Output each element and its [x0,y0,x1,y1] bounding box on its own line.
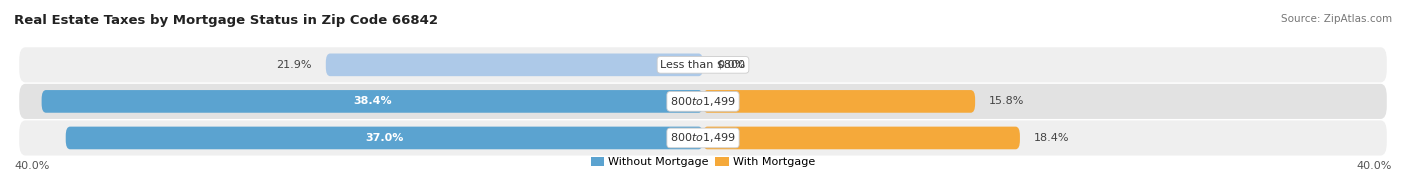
Text: 38.4%: 38.4% [353,96,392,106]
Text: 0.0%: 0.0% [717,60,745,70]
Text: 40.0%: 40.0% [1357,161,1392,171]
FancyBboxPatch shape [703,90,976,113]
Text: 21.9%: 21.9% [277,60,312,70]
Text: Source: ZipAtlas.com: Source: ZipAtlas.com [1281,14,1392,24]
FancyBboxPatch shape [66,127,703,149]
Text: 37.0%: 37.0% [366,133,404,143]
FancyBboxPatch shape [42,90,703,113]
FancyBboxPatch shape [326,53,703,76]
Text: Real Estate Taxes by Mortgage Status in Zip Code 66842: Real Estate Taxes by Mortgage Status in … [14,14,439,27]
FancyBboxPatch shape [20,84,1386,119]
Text: 40.0%: 40.0% [14,161,49,171]
FancyBboxPatch shape [703,127,1019,149]
Text: 18.4%: 18.4% [1033,133,1069,143]
Text: Less than $800: Less than $800 [661,60,745,70]
FancyBboxPatch shape [20,47,1386,82]
Text: $800 to $1,499: $800 to $1,499 [671,95,735,108]
FancyBboxPatch shape [20,121,1386,156]
Legend: Without Mortgage, With Mortgage: Without Mortgage, With Mortgage [586,152,820,172]
Text: $800 to $1,499: $800 to $1,499 [671,131,735,144]
Text: 15.8%: 15.8% [988,96,1025,106]
